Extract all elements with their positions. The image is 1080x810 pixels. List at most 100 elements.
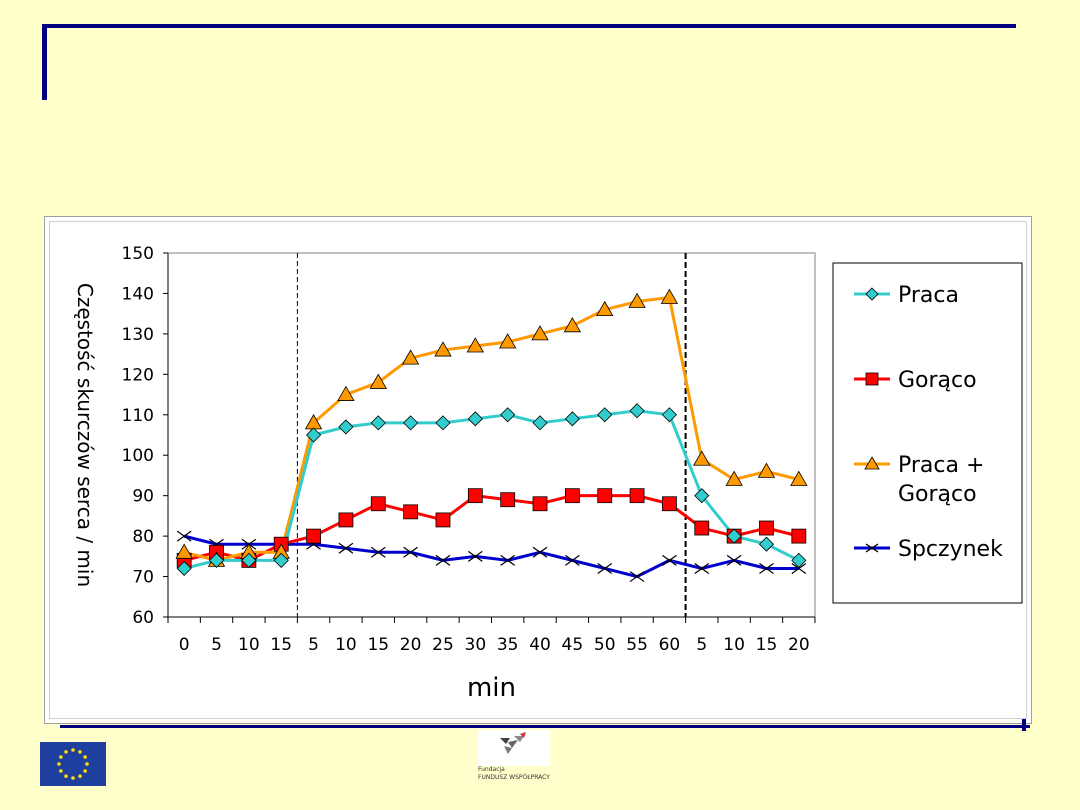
eu-star-icon — [64, 750, 68, 754]
data-point-diamond — [694, 488, 710, 504]
y-tick-label: 150 — [122, 244, 154, 264]
data-point-diamond — [726, 528, 742, 544]
data-point-triangle — [531, 325, 549, 341]
x-marker-stroke — [532, 546, 548, 558]
footer-rule — [60, 725, 1030, 728]
x-marker-stroke — [435, 554, 451, 566]
data-point-x — [403, 546, 418, 558]
data-point-triangle — [596, 300, 614, 317]
data-point-x — [662, 554, 677, 566]
eu-star-icon — [71, 776, 75, 780]
data-point-square — [338, 512, 354, 528]
x-tick-label: 10 — [723, 635, 745, 655]
x-tick-label: 20 — [400, 635, 422, 655]
data-point-diamond — [629, 403, 645, 419]
data-point-diamond — [467, 411, 483, 427]
y-tick-label: 80 — [132, 527, 154, 547]
x-tick-label: 50 — [594, 635, 616, 655]
x-tick-label: 15 — [270, 635, 292, 655]
data-point-x — [629, 571, 645, 583]
data-point-x — [435, 554, 451, 566]
data-point-square — [435, 512, 451, 528]
data-point-diamond — [273, 552, 289, 568]
data-point-diamond — [564, 411, 580, 427]
eu-star-icon — [78, 750, 82, 754]
data-point-square — [597, 488, 613, 504]
data-point-triangle — [660, 288, 679, 304]
x-marker-stroke — [338, 542, 354, 554]
legend-label: Praca + — [898, 453, 984, 478]
legend-label: Praca — [898, 283, 959, 308]
data-point-x — [467, 550, 483, 562]
data-point-x — [791, 562, 807, 574]
data-point-diamond — [435, 415, 451, 431]
x-tick-label: 5 — [308, 635, 319, 655]
x-tick-label: 35 — [497, 635, 519, 655]
data-point-square — [694, 520, 710, 536]
data-point-triangle — [498, 333, 517, 349]
fundusz-wspolpracy-logo: Fundacja FUNDUSZ WSPÓŁPRACY — [478, 730, 550, 790]
data-point-diamond — [176, 560, 192, 577]
data-point-triangle — [563, 316, 582, 333]
data-point-x — [597, 562, 613, 574]
data-point-diamond — [241, 552, 257, 568]
legend-box — [832, 262, 1023, 604]
data-point-triangle — [434, 341, 452, 357]
data-point-square — [629, 488, 645, 504]
data-point-x — [338, 542, 354, 554]
data-point-x — [726, 554, 742, 566]
logo-text-line2: FUNDUSZ WSPÓŁPRACY — [478, 774, 550, 781]
x-tick-label: 5 — [696, 635, 707, 655]
x-tick-label: 10 — [335, 635, 357, 655]
data-point-triangle — [175, 543, 193, 559]
footer-rule-tick — [1022, 719, 1026, 731]
x-axis-title: min — [467, 673, 516, 703]
eu-star-icon — [85, 762, 89, 766]
x-tick-label: 15 — [756, 635, 778, 655]
data-point-diamond — [500, 407, 516, 423]
x-marker-stroke — [662, 554, 677, 566]
y-tick-label: 70 — [132, 568, 154, 588]
data-point-x — [370, 546, 386, 558]
data-point-triangle — [401, 349, 420, 365]
data-point-triangle — [337, 385, 355, 401]
x-tick-label: 60 — [659, 635, 681, 655]
data-point-diamond — [338, 419, 354, 435]
data-point-diamond — [661, 407, 677, 423]
legend-marker-diamond — [865, 287, 879, 301]
data-point-triangle — [757, 462, 776, 478]
data-point-diamond — [758, 536, 775, 552]
y-tick-label: 100 — [122, 446, 154, 466]
plot-area — [167, 252, 816, 618]
x-tick-label: 5 — [211, 635, 222, 655]
x-marker-stroke — [565, 554, 580, 566]
eu-star-icon — [57, 762, 61, 766]
x-marker-stroke — [467, 550, 483, 562]
x-marker-stroke — [865, 543, 879, 553]
x-marker-stroke — [629, 571, 645, 583]
data-point-x — [532, 546, 548, 558]
data-point-square — [532, 496, 548, 512]
x-marker-stroke — [403, 546, 418, 558]
eu-star-icon — [83, 755, 87, 759]
data-point-square — [564, 488, 580, 504]
y-tick-label: 140 — [122, 284, 154, 304]
chart-frame-inner — [49, 221, 1027, 719]
x-tick-label: 20 — [788, 635, 810, 655]
y-tick-label: 130 — [122, 325, 154, 345]
series-line-2 — [183, 295, 800, 562]
data-point-diamond — [597, 407, 613, 423]
title-rule-side — [42, 24, 47, 100]
x-marker-stroke — [726, 554, 742, 566]
fundusz-logo-icon — [478, 730, 550, 766]
data-point-square — [370, 496, 386, 512]
data-point-x — [176, 530, 192, 542]
y-tick-label: 90 — [132, 487, 154, 507]
legend-marker-square — [865, 372, 879, 386]
data-point-square — [306, 528, 321, 544]
x-tick-label: 10 — [238, 635, 260, 655]
logo-text-line1: Fundacja — [478, 766, 505, 773]
x-marker-stroke — [597, 562, 613, 574]
data-point-diamond — [370, 415, 386, 431]
